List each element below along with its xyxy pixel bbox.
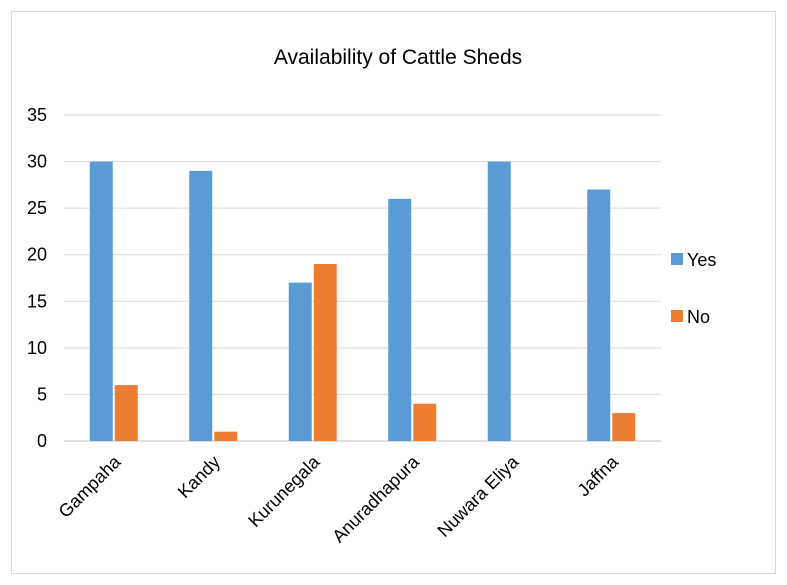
y-tick-label: 0: [37, 431, 47, 451]
y-tick-label: 35: [27, 105, 47, 125]
chart-title: Availability of Cattle Sheds: [274, 46, 522, 69]
x-tick-label: Nuwara Eliya: [433, 451, 523, 541]
x-tick-label: Kandy: [174, 452, 224, 502]
bar-no: [612, 413, 636, 441]
bar-yes: [189, 170, 213, 441]
x-axis-ticks: Gampaha Kandy Kurunegala Anuradhapura Nuwara…: [55, 451, 623, 547]
bar-no: [313, 264, 337, 441]
bar-no: [413, 403, 437, 441]
y-tick-label: 10: [27, 338, 47, 358]
y-tick-label: 30: [27, 152, 47, 172]
x-tick-label: Kurunegala: [244, 451, 324, 531]
x-tick-label: Gampaha: [55, 451, 126, 522]
bar-no: [214, 431, 238, 441]
bar-yes: [388, 198, 412, 441]
x-tick-label: Jaffna: [573, 451, 622, 500]
gridlines: [64, 114, 661, 442]
bar-yes: [288, 282, 312, 441]
bars: [89, 161, 636, 442]
y-tick-label: 20: [27, 245, 47, 265]
bar-no: [114, 385, 138, 441]
legend-label-yes: Yes: [687, 250, 716, 270]
legend-swatch-yes: [671, 253, 683, 265]
y-axis-ticks: 0 5 10 15 20 25 30 35: [27, 105, 47, 451]
y-tick-label: 5: [37, 384, 47, 404]
y-tick-label: 25: [27, 198, 47, 218]
legend-label-no: No: [687, 307, 710, 327]
legend: Yes No: [671, 250, 716, 327]
x-tick-label: Anuradhapura: [328, 451, 424, 547]
bar-yes: [487, 161, 511, 442]
y-tick-label: 15: [27, 291, 47, 311]
bar-yes: [89, 161, 113, 442]
legend-swatch-no: [671, 310, 683, 322]
bar-yes: [587, 189, 611, 441]
